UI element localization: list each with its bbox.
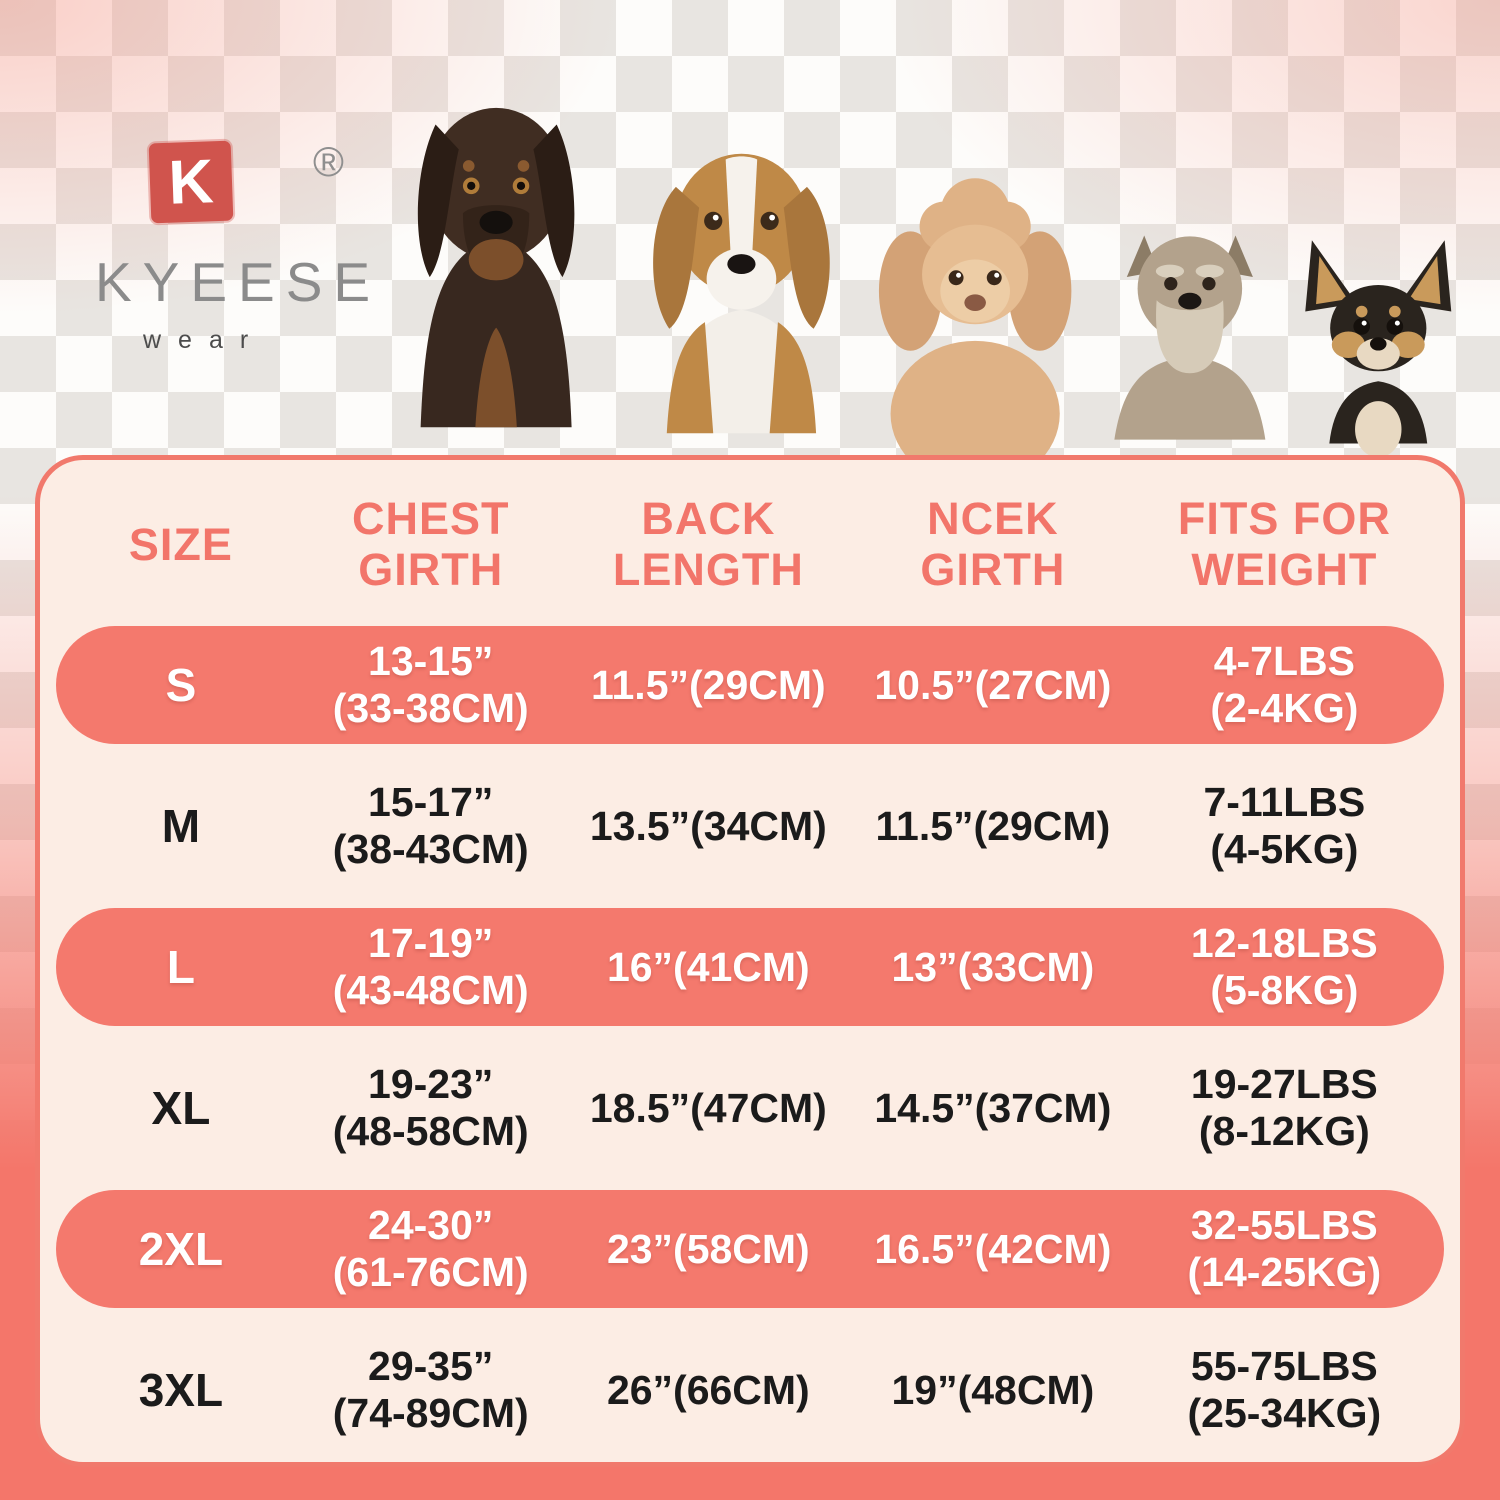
cell-chest-girth: 29-35” (74-89CM) bbox=[332, 1343, 529, 1436]
poodle-dog-image bbox=[879, 178, 1072, 465]
cell-neck-girth: 10.5”(27CM) bbox=[874, 661, 1112, 708]
cell-weight: 32-55LBS (14-25KG) bbox=[1187, 1202, 1382, 1295]
dog-lineup-image bbox=[375, 22, 1465, 465]
cell-weight: 12-18LBS (5-8KG) bbox=[1190, 920, 1378, 1013]
cell-size: L bbox=[166, 940, 195, 993]
brand-name: KYEESE bbox=[95, 251, 382, 313]
cell-neck-girth: 19”(48CM) bbox=[891, 1366, 1095, 1413]
size-row-3xl: 3XL 29-35” (74-89CM) 26”(66CM) 19”(48CM)… bbox=[56, 1331, 1444, 1449]
cell-size: 3XL bbox=[138, 1363, 224, 1416]
cell-chest-girth: 24-30” (61-76CM) bbox=[332, 1202, 529, 1295]
cell-size: 2XL bbox=[138, 1222, 224, 1275]
cell-weight: 7-11LBS (4-5KG) bbox=[1203, 779, 1366, 872]
size-row-s: S 13-15” (33-38CM) 11.5”(29CM) 10.5”(27C… bbox=[56, 626, 1444, 744]
cell-back-length: 26”(66CM) bbox=[606, 1366, 810, 1413]
cell-back-length: 16”(41CM) bbox=[606, 943, 810, 990]
cell-neck-girth: 11.5”(29CM) bbox=[875, 802, 1111, 849]
doberman-dog-image bbox=[417, 107, 575, 428]
cell-size: M bbox=[161, 799, 201, 852]
column-header-neck-girth: NCEK GIRTH bbox=[920, 493, 1066, 595]
column-header-weight: FITS FOR WEIGHT bbox=[1177, 493, 1391, 595]
size-row-xl: XL 19-23” (48-58CM) 18.5”(47CM) 14.5”(37… bbox=[56, 1049, 1444, 1167]
size-row-l: L 17-19” (43-48CM) 16”(41CM) 13”(33CM) 1… bbox=[56, 908, 1444, 1026]
size-chart-header-row: SIZE CHEST GIRTH BACK LENGTH NCEK GIRTH … bbox=[56, 488, 1444, 602]
cell-size: S bbox=[165, 658, 197, 711]
brand-initial: K bbox=[167, 146, 215, 218]
size-chart-panel: SIZE CHEST GIRTH BACK LENGTH NCEK GIRTH … bbox=[35, 455, 1465, 1467]
cell-back-length: 23”(58CM) bbox=[606, 1225, 810, 1272]
cell-chest-girth: 15-17” (38-43CM) bbox=[332, 779, 529, 872]
column-header-chest-girth: CHEST GIRTH bbox=[351, 493, 510, 595]
cell-back-length: 11.5”(29CM) bbox=[590, 661, 826, 708]
brand-tagline: wear bbox=[143, 326, 266, 354]
beagle-dog-image bbox=[653, 153, 830, 434]
cell-weight: 55-75LBS (25-34KG) bbox=[1187, 1343, 1382, 1436]
cell-back-length: 18.5”(47CM) bbox=[589, 1084, 827, 1131]
size-chart-body: S 13-15” (33-38CM) 11.5”(29CM) 10.5”(27C… bbox=[56, 626, 1444, 1449]
cell-weight: 19-27LBS (8-12KG) bbox=[1190, 1061, 1378, 1154]
size-row-2xl: 2XL 24-30” (61-76CM) 23”(58CM) 16.5”(42C… bbox=[56, 1190, 1444, 1308]
cell-chest-girth: 17-19” (43-48CM) bbox=[332, 920, 529, 1013]
brand-k-mark: K bbox=[148, 140, 234, 224]
schnauzer-dog-image bbox=[1114, 235, 1266, 440]
cell-neck-girth: 16.5”(42CM) bbox=[874, 1225, 1112, 1272]
brand-mark-row: K ® bbox=[95, 138, 385, 236]
cell-neck-girth: 13”(33CM) bbox=[891, 943, 1095, 990]
cell-back-length: 13.5”(34CM) bbox=[589, 802, 827, 849]
size-row-m: M 15-17” (38-43CM) 13.5”(34CM) 11.5”(29C… bbox=[56, 767, 1444, 885]
cell-chest-girth: 13-15” (33-38CM) bbox=[332, 638, 529, 731]
column-header-back-length: BACK LENGTH bbox=[612, 493, 804, 595]
chihuahua-dog-image bbox=[1305, 240, 1452, 458]
brand-logo: K ® KYEESE wear bbox=[95, 138, 385, 355]
column-header-size: SIZE bbox=[128, 518, 233, 570]
cell-size: XL bbox=[151, 1081, 211, 1134]
cell-neck-girth: 14.5”(37CM) bbox=[874, 1084, 1112, 1131]
registered-trademark-symbol: ® bbox=[313, 138, 344, 185]
cell-chest-girth: 19-23” (48-58CM) bbox=[332, 1061, 529, 1154]
cell-weight: 4-7LBS (2-4KG) bbox=[1210, 638, 1359, 731]
